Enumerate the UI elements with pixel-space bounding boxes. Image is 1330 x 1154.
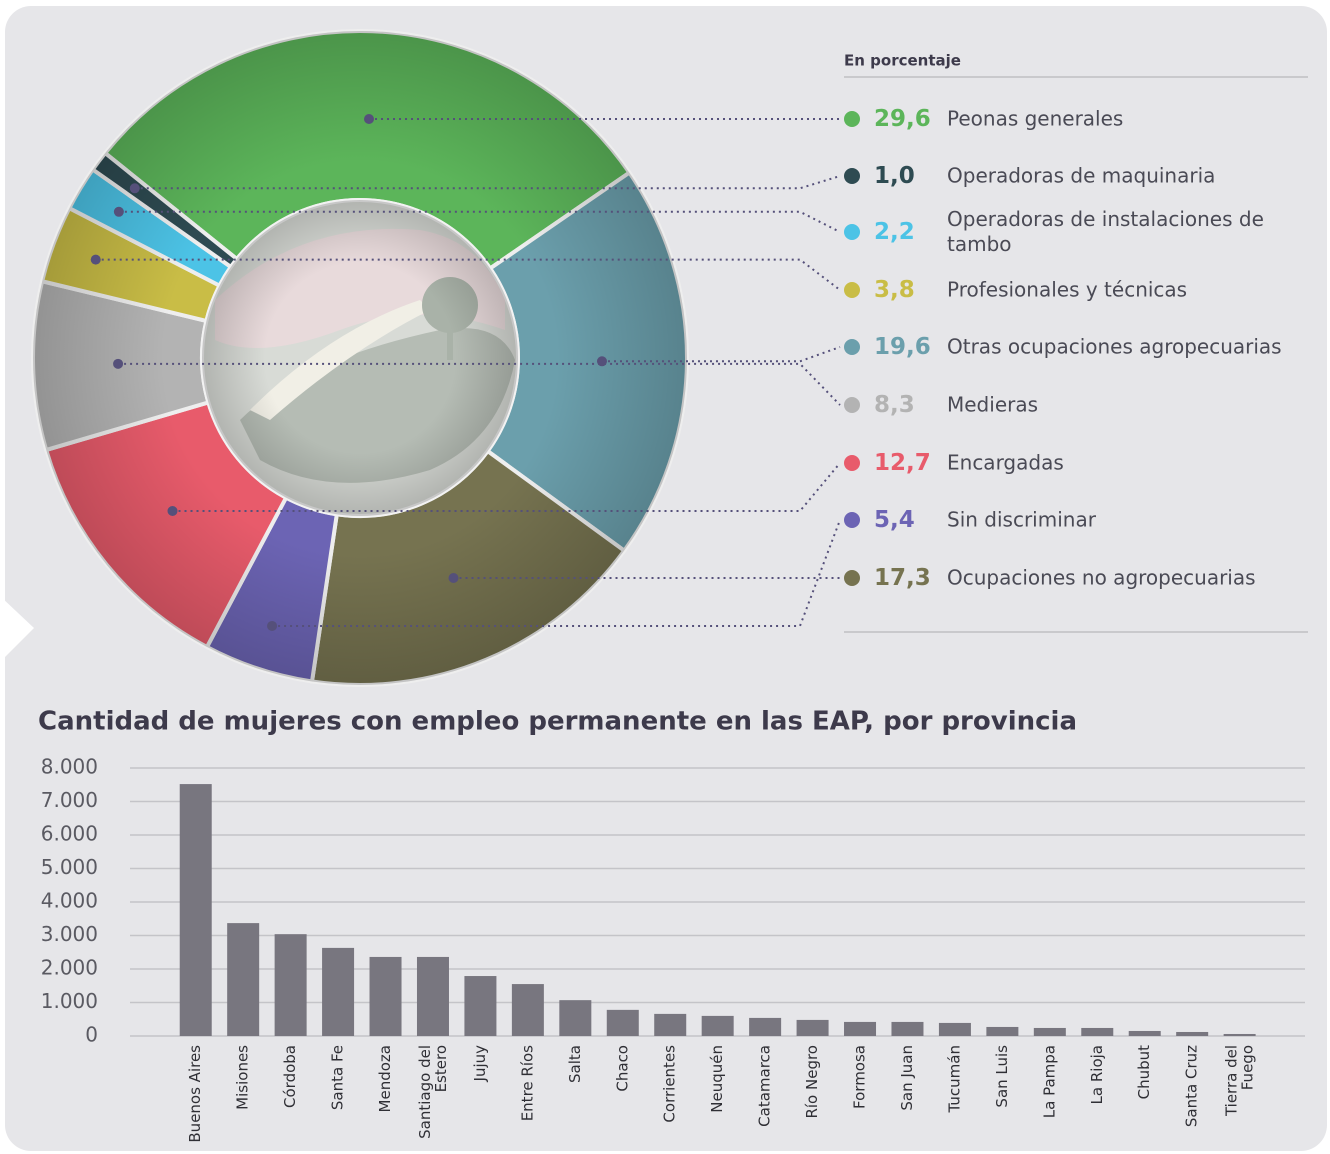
x-tick-label: Tierra delFuego	[1222, 1045, 1256, 1117]
leader-line	[95, 258, 841, 291]
bar	[606, 1009, 639, 1036]
leader-dot	[113, 206, 124, 217]
legend-label: Profesionales y técnicas	[947, 277, 1188, 302]
x-tick-label: Santa Fe	[329, 1045, 347, 1110]
x-tick-label: Formosa	[851, 1045, 869, 1109]
x-tick-label: San Luis	[993, 1045, 1011, 1108]
legend-label: Sin discriminar	[947, 507, 1096, 532]
legend-value: 19,6	[874, 334, 931, 360]
legend-value: 17,3	[874, 565, 931, 591]
bar	[844, 1021, 877, 1036]
legend-value: 3,8	[874, 277, 915, 303]
bar	[416, 956, 449, 1036]
legend-value: 12,7	[874, 450, 931, 476]
x-tick-label: La Rioja	[1088, 1045, 1106, 1104]
legend-dot	[844, 111, 860, 127]
leader-dot	[113, 358, 124, 369]
bar	[1033, 1027, 1066, 1036]
legend-label: Operadoras de maquinaria	[947, 163, 1216, 188]
bar	[1223, 1033, 1256, 1036]
center-image	[200, 198, 520, 518]
x-tick-label: Jujuy	[471, 1045, 489, 1083]
donut-subtitle: En porcentaje	[844, 52, 961, 70]
y-tick-label: 7.000	[41, 788, 98, 812]
x-tick-label: San Juan	[898, 1045, 916, 1111]
x-tick-label: Catamarca	[756, 1045, 774, 1127]
legend-dot	[844, 224, 860, 240]
x-tick-label: Buenos Aires	[186, 1045, 204, 1143]
x-tick-label: Salta	[566, 1045, 584, 1083]
legend-dot	[844, 455, 860, 471]
legend-label: Otras ocupaciones agropecuarias	[947, 334, 1282, 359]
bar	[654, 1013, 687, 1036]
y-tick-label: 8.000	[41, 755, 98, 779]
y-tick-label: 4.000	[41, 889, 98, 913]
x-tick-label: Misiones	[234, 1045, 252, 1110]
bar	[369, 956, 402, 1036]
bar	[559, 1000, 592, 1036]
bar	[1128, 1030, 1161, 1036]
legend-dot	[844, 339, 860, 355]
legend-label: Ocupaciones no agropecuarias	[947, 565, 1256, 590]
x-tick-label: Corrientes	[661, 1045, 679, 1123]
bar	[938, 1022, 971, 1036]
legend-dot	[844, 397, 860, 413]
bar	[1081, 1027, 1114, 1036]
leader-dot	[129, 183, 140, 194]
leader-dot	[267, 620, 278, 631]
legend-dot	[844, 570, 860, 586]
legend-dot	[844, 282, 860, 298]
bar	[227, 923, 260, 1036]
x-tick-label: Chaco	[613, 1045, 631, 1092]
bar	[511, 984, 544, 1036]
legend-value: 5,4	[874, 507, 915, 533]
legend-label: Peonas generales	[947, 106, 1124, 131]
legend-value: 2,2	[874, 219, 915, 245]
leader-dot	[364, 114, 375, 124]
legend-dot	[844, 168, 860, 184]
leader-dot	[448, 573, 459, 583]
bar-title: Cantidad de mujeres con empleo permanent…	[38, 707, 1077, 737]
x-tick-label: Entre Ríos	[518, 1045, 536, 1121]
bar	[1176, 1031, 1209, 1036]
legend-value: 29,6	[874, 106, 931, 132]
bar	[986, 1026, 1019, 1036]
leader-line	[118, 362, 841, 406]
x-tick-label: Río Negro	[803, 1045, 821, 1119]
x-tick-label: Neuquén	[708, 1045, 726, 1113]
y-tick-label: 6.000	[41, 822, 98, 846]
x-tick-label: Santa Cruz	[1183, 1045, 1201, 1127]
x-tick-label: Mendoza	[376, 1045, 394, 1112]
legend-value: 1,0	[874, 163, 915, 189]
leader-dot	[90, 254, 101, 265]
y-tick-label: 1.000	[41, 989, 98, 1013]
legend-label: Operadoras de instalaciones de tambo	[947, 207, 1264, 256]
leader-dot	[167, 506, 178, 517]
x-tick-label: Tucumán	[945, 1045, 963, 1113]
y-tick-label: 0	[85, 1023, 98, 1047]
bar	[274, 934, 307, 1036]
legend-label: Medieras	[947, 392, 1039, 417]
bar	[796, 1019, 829, 1036]
leader-line	[272, 519, 841, 627]
bar	[322, 947, 355, 1036]
legend-label: Encargadas	[947, 450, 1064, 475]
x-tick-label: Córdoba	[281, 1045, 299, 1108]
bar	[179, 784, 212, 1036]
bar	[891, 1021, 924, 1036]
bar	[464, 976, 497, 1036]
bar	[701, 1015, 734, 1036]
legend-dot	[844, 512, 860, 528]
x-tick-label: La Pampa	[1040, 1045, 1058, 1118]
leader-line	[601, 346, 841, 363]
y-tick-label: 5.000	[41, 855, 98, 879]
x-tick-label: Santiago delEstero	[415, 1045, 449, 1139]
y-tick-label: 3.000	[41, 922, 98, 946]
bar	[749, 1017, 782, 1036]
legend-value: 8,3	[874, 392, 915, 418]
x-tick-label: Chubut	[1135, 1045, 1153, 1100]
pointer	[0, 596, 34, 662]
y-tick-label: 2.000	[41, 956, 98, 980]
